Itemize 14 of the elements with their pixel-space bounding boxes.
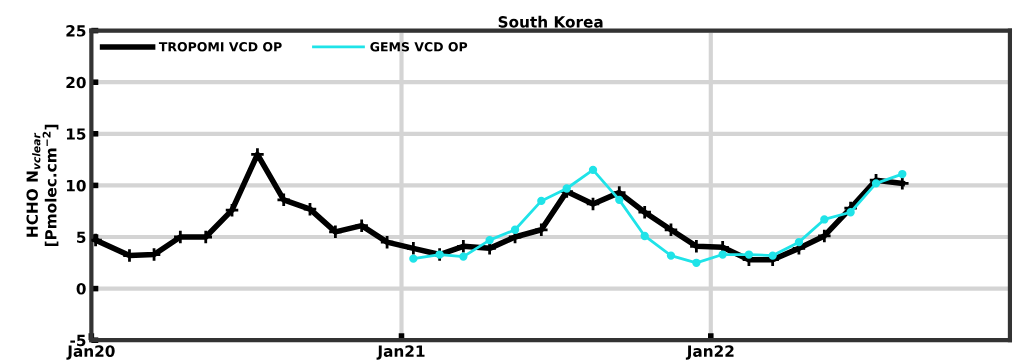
y-tick-label: 10 xyxy=(66,179,86,192)
y-tick-label: -5 xyxy=(70,334,86,347)
y-tick-label: 0 xyxy=(76,283,86,295)
y-axis-title: HCHO N$_{vclear}$ [Pmolec.cm$^{−2}$] xyxy=(26,124,59,247)
y-tick-label: 5 xyxy=(77,231,86,244)
chart-title: South Korea xyxy=(498,15,603,28)
y-tick-label: 15 xyxy=(66,128,86,140)
x-tick-label: Jan22 xyxy=(685,345,734,360)
x-tick-label: Jan21 xyxy=(376,345,425,360)
y-tick-label: 20 xyxy=(66,76,86,89)
legend-label: GEMS VCD OP xyxy=(370,42,468,52)
x-tick-label: Jan20 xyxy=(66,345,115,360)
y-tick-label: 25 xyxy=(66,25,86,37)
legend-label: TROPOMI VCD OP xyxy=(158,42,282,52)
